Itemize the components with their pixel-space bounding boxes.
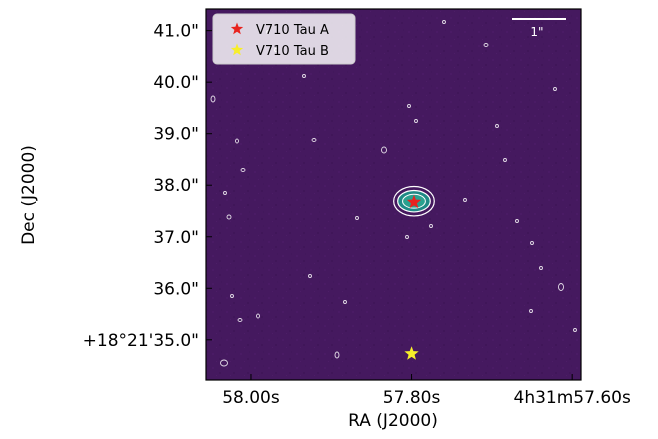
y-axis-label: Dec (J2000)	[19, 145, 39, 245]
x-tick-label: 4h31m57.60s	[514, 388, 631, 408]
x-tick-label: 58.00s	[222, 388, 280, 408]
y-tick-label: 40.0"	[153, 73, 199, 93]
plot-frame	[205, 8, 582, 381]
legend: V710 Tau A V710 Tau B	[212, 13, 356, 65]
y-tick-label: 39.0"	[153, 125, 199, 145]
x-axis-label: RA (J2000)	[348, 411, 438, 431]
scale-bar: 1"	[512, 18, 566, 39]
legend-label: V710 Tau A	[256, 23, 329, 38]
x-tick-label: 57.80s	[383, 388, 441, 408]
emission-contour-outer	[393, 185, 435, 217]
y-tick-label: 41.0"	[153, 22, 199, 42]
legend-label: V710 Tau B	[256, 44, 329, 59]
y-tick-label: +18°21'35.0"	[83, 331, 199, 351]
source-marker-v710-tau-b	[404, 346, 419, 360]
legend-box	[212, 13, 356, 65]
scale-bar-label: 1"	[530, 25, 543, 39]
map-background	[206, 9, 581, 380]
source-marker-v710-tau-a	[406, 194, 422, 209]
legend-marker	[230, 22, 244, 35]
legend-marker	[230, 43, 244, 56]
y-tick-label: 37.0"	[153, 228, 199, 248]
y-tick-label: 38.0"	[153, 176, 199, 196]
y-tick-label: 36.0"	[153, 279, 199, 299]
